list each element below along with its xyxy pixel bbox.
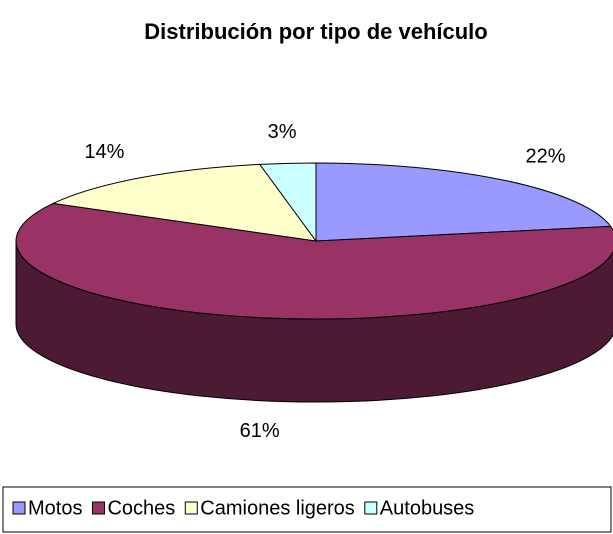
data-label: 3% xyxy=(268,121,297,143)
legend-label: Camiones ligeros xyxy=(200,497,355,519)
legend-swatch xyxy=(91,501,105,515)
legend-label: Autobuses xyxy=(380,497,475,519)
legend-swatch xyxy=(364,501,378,515)
legend-swatch xyxy=(12,501,26,515)
pie-slice xyxy=(15,202,613,320)
chart-title: Distribución por tipo de vehículo xyxy=(144,19,487,44)
pie-slice xyxy=(51,163,318,242)
pie-slice xyxy=(258,162,317,243)
pie-slice xyxy=(315,162,612,242)
legend-label: Motos xyxy=(28,497,82,519)
legend-label: Coches xyxy=(107,497,175,519)
data-label: 22% xyxy=(525,145,565,167)
data-label: 14% xyxy=(84,141,124,163)
legend-swatch xyxy=(184,501,198,515)
data-label: 61% xyxy=(240,420,280,442)
